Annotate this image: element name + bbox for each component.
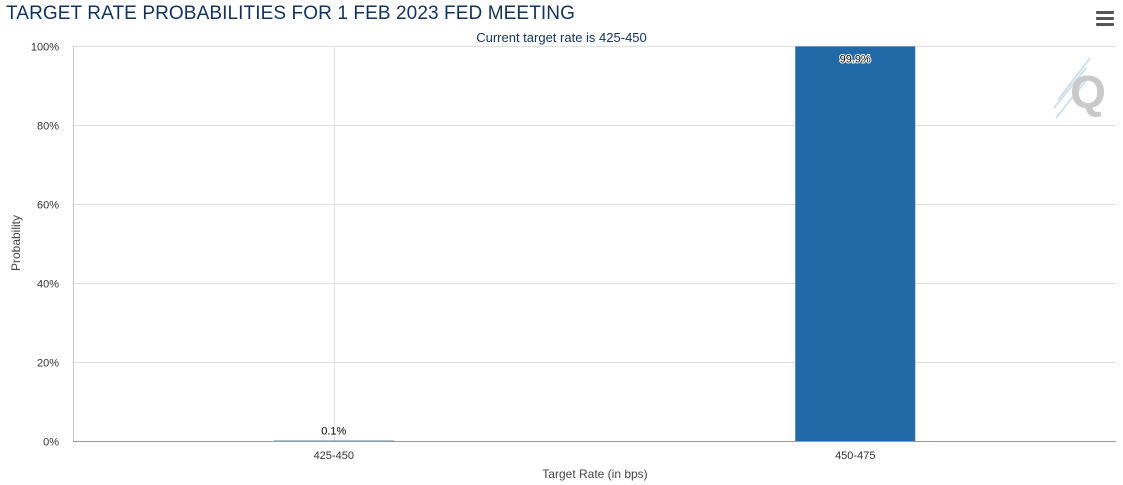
page-title: TARGET RATE PROBABILITIES FOR 1 FEB 2023…: [6, 3, 575, 24]
y-tick-label: 100%: [31, 42, 59, 54]
bar[interactable]: [795, 46, 916, 442]
q-logo-icon: Q: [1053, 57, 1106, 119]
axes: [73, 46, 1116, 442]
x-tick-label: 425-450: [314, 450, 354, 462]
hamburger-menu-icon[interactable]: [1096, 11, 1114, 27]
y-tick-label: 0%: [43, 437, 59, 449]
y-tick-label: 60%: [37, 200, 59, 212]
x-axis-title: Target Rate (in bps): [542, 467, 647, 481]
data-label: 99.9%: [840, 53, 871, 65]
y-tick-label: 20%: [37, 358, 59, 370]
chart-subtitle: Current target rate is 425-450: [476, 30, 647, 45]
bars: [273, 46, 916, 442]
y-tick-label: 40%: [37, 279, 59, 291]
x-tick-label: 450-475: [835, 450, 875, 462]
data-label: 0.1%: [321, 426, 346, 438]
y-axis-title: Probability: [9, 215, 23, 271]
grid-lines: [73, 46, 1116, 442]
y-tick-label: 80%: [37, 121, 59, 133]
labels: 0% 20% 40% 60% 80% 100% 0.1% 425-450 99.9% 450-47…: [31, 42, 876, 463]
svg-text:Q: Q: [1070, 66, 1106, 118]
